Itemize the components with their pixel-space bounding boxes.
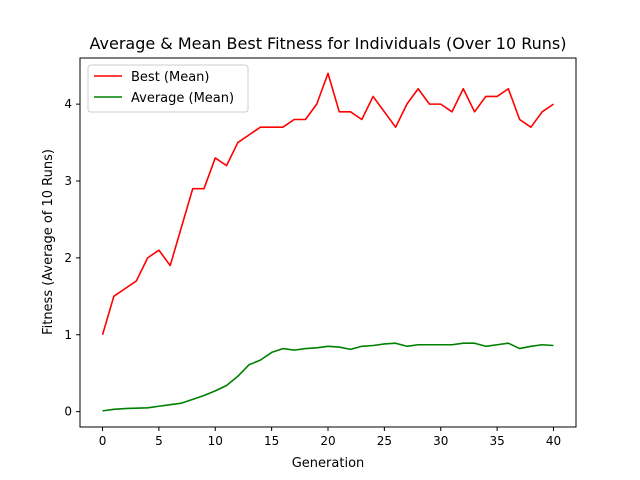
legend-label-1: Average (Mean)	[131, 91, 234, 106]
x-tick-label: 0	[99, 434, 107, 448]
y-tick-label: 1	[64, 328, 72, 342]
legend-label-0: Best (Mean)	[131, 70, 209, 85]
y-tick-label: 3	[64, 174, 72, 188]
y-tick-label: 2	[64, 251, 72, 265]
x-axis-ticks: 0 5 10 15 20 25 30 35 40	[99, 427, 561, 448]
x-tick-label: 40	[546, 434, 561, 448]
x-axis-label: Generation	[292, 456, 365, 471]
x-tick-label: 30	[433, 434, 448, 448]
plot-area	[80, 58, 576, 427]
chart-title: Average & Mean Best Fitness for Individu…	[90, 34, 567, 53]
y-tick-label: 0	[64, 405, 72, 419]
y-tick-label: 4	[64, 97, 72, 111]
legend-box	[87, 64, 249, 113]
x-tick-label: 5	[155, 434, 163, 448]
legend: Best (Mean) Average (Mean)	[87, 64, 249, 113]
x-tick-label: 35	[489, 434, 504, 448]
y-axis-label: Fitness (Average of 10 Runs)	[41, 149, 56, 335]
x-tick-label: 15	[264, 434, 279, 448]
y-axis-ticks: 0 1 2 3 4	[64, 97, 80, 419]
x-tick-label: 20	[320, 434, 335, 448]
x-tick-label: 25	[377, 434, 392, 448]
series-line-0	[101, 72, 554, 335]
series-layer	[101, 72, 554, 412]
x-tick-label: 10	[208, 434, 223, 448]
series-line-1	[102, 342, 554, 412]
